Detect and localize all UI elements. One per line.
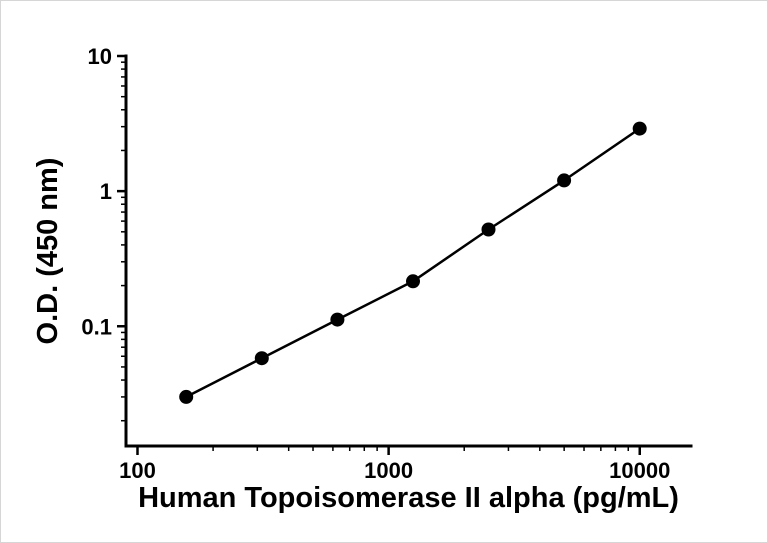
x-tick-label: 100 xyxy=(119,458,156,483)
axes xyxy=(124,54,693,448)
y-tick-label: 1 xyxy=(100,179,112,204)
data-point xyxy=(330,312,345,327)
tick-labels: 100 1000 10000 0.1 1 10 xyxy=(81,44,670,483)
data-point xyxy=(481,222,496,237)
data-point xyxy=(632,121,647,136)
x-tick-label: 10000 xyxy=(609,458,670,483)
data-point xyxy=(254,351,269,366)
data-point xyxy=(557,173,572,188)
x-tick-label: 1000 xyxy=(364,458,413,483)
major-ticks xyxy=(117,54,641,455)
data-line xyxy=(185,127,641,399)
y-tick-label: 0.1 xyxy=(81,314,112,339)
y-tick-label: 10 xyxy=(88,44,112,69)
x-axis-title: Human Topoisomerase II alpha (pg/mL) xyxy=(138,482,679,514)
data-point xyxy=(179,389,194,404)
minor-ticks xyxy=(121,61,629,451)
y-axis-title: O.D. (450 nm) xyxy=(32,157,64,345)
data-point xyxy=(406,274,420,289)
